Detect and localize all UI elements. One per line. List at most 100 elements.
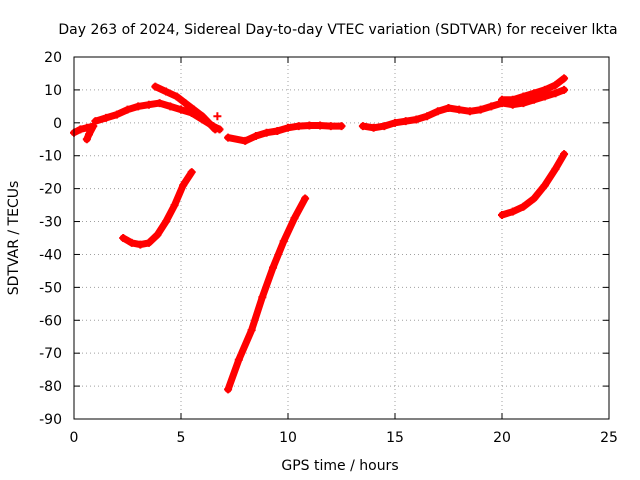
data-point bbox=[162, 87, 171, 96]
data-point bbox=[179, 181, 188, 190]
data-point bbox=[258, 293, 267, 302]
data-point bbox=[211, 125, 220, 134]
data-point bbox=[234, 355, 243, 364]
data-point bbox=[204, 118, 213, 127]
series-line bbox=[498, 150, 568, 219]
x-tick-label: 10 bbox=[279, 430, 297, 446]
data-point bbox=[279, 237, 288, 246]
data-point bbox=[530, 89, 539, 98]
data-point bbox=[166, 102, 175, 111]
data-point bbox=[198, 112, 207, 121]
data-point bbox=[465, 107, 474, 116]
x-tick-label: 25 bbox=[600, 430, 618, 446]
y-axis-label: SDTVAR / TECUs bbox=[6, 181, 22, 296]
data-point bbox=[162, 217, 171, 226]
data-point bbox=[551, 80, 560, 89]
series-arc-10 bbox=[498, 150, 569, 219]
x-tick-label: 5 bbox=[177, 430, 186, 446]
data-point bbox=[181, 99, 190, 108]
data-point bbox=[153, 230, 162, 239]
y-tick-label: 20 bbox=[44, 50, 62, 66]
series-arc-1 bbox=[70, 122, 98, 144]
series-line bbox=[224, 195, 309, 393]
data-point bbox=[301, 194, 310, 203]
data-point bbox=[177, 105, 185, 114]
data-point bbox=[102, 113, 111, 122]
y-tick-label: -10 bbox=[39, 149, 62, 165]
data-point bbox=[76, 125, 85, 134]
data-point bbox=[305, 121, 314, 130]
data-point bbox=[172, 92, 181, 101]
data-point bbox=[380, 122, 389, 131]
data-point bbox=[224, 133, 233, 142]
data-point bbox=[316, 121, 325, 130]
data-point bbox=[519, 202, 528, 211]
data-point bbox=[498, 210, 506, 219]
data-point bbox=[84, 130, 93, 139]
data-point bbox=[369, 123, 378, 132]
data-point bbox=[530, 194, 539, 203]
series-arc-3 bbox=[151, 82, 220, 134]
data-point bbox=[455, 105, 464, 114]
series-arc-4 bbox=[213, 112, 222, 121]
plot-frame bbox=[73, 56, 610, 420]
data-point bbox=[476, 105, 485, 114]
data-point bbox=[170, 201, 179, 210]
data-point bbox=[151, 82, 160, 91]
data-point bbox=[189, 105, 198, 114]
data-point bbox=[251, 131, 260, 140]
data-point bbox=[326, 122, 335, 131]
y-tick-label: 10 bbox=[44, 83, 62, 99]
y-tick-label: -60 bbox=[39, 313, 62, 329]
x-axis-label: GPS time / hours bbox=[281, 458, 398, 474]
data-point bbox=[82, 135, 91, 144]
data-point bbox=[262, 128, 271, 137]
data-point bbox=[284, 123, 292, 132]
data-point bbox=[127, 238, 136, 247]
data-point bbox=[433, 107, 442, 116]
data-point bbox=[91, 117, 100, 126]
x-tick-label: 0 bbox=[70, 430, 79, 446]
data-point bbox=[134, 102, 143, 111]
data-point bbox=[508, 95, 517, 104]
data-point bbox=[82, 123, 91, 132]
axis-ticks: 0 5 10 15 20 25 20 10 0 -10 -20 -30 -40 -50 -60 -70 -80 -… bbox=[39, 50, 618, 446]
series-arc-9 bbox=[224, 194, 310, 394]
data-point bbox=[247, 326, 256, 335]
y-tick-label: 0 bbox=[53, 116, 62, 132]
data-point bbox=[241, 136, 250, 145]
data-point bbox=[136, 240, 145, 249]
data-point bbox=[187, 168, 196, 177]
y-tick-label: -70 bbox=[39, 346, 62, 362]
series-arc-5 bbox=[224, 121, 346, 145]
data-point bbox=[560, 74, 569, 83]
data-point bbox=[123, 105, 132, 114]
data-point bbox=[224, 385, 233, 394]
series-arc-8 bbox=[119, 168, 196, 249]
data-point bbox=[519, 92, 528, 101]
data-point bbox=[401, 117, 410, 126]
data-point bbox=[444, 104, 453, 113]
data-point bbox=[294, 122, 303, 131]
data-point bbox=[273, 127, 282, 136]
data-point bbox=[540, 181, 549, 190]
data-point bbox=[498, 95, 506, 104]
data-point bbox=[551, 89, 560, 98]
data-point bbox=[213, 112, 222, 121]
data-point bbox=[560, 150, 569, 159]
chart-title: Day 263 of 2024, Sidereal Day-to-day VTE… bbox=[58, 22, 617, 38]
data-point bbox=[119, 234, 128, 242]
data-point bbox=[144, 100, 153, 109]
data-point bbox=[412, 115, 421, 124]
data-point bbox=[290, 214, 299, 223]
data-point bbox=[155, 99, 164, 108]
series-arc-7 bbox=[498, 74, 569, 104]
y-tick-label: -40 bbox=[39, 247, 62, 263]
data-point bbox=[358, 122, 367, 131]
y-tick-label: -50 bbox=[39, 280, 62, 296]
data-point bbox=[112, 110, 121, 119]
data-point bbox=[560, 85, 569, 94]
data-point bbox=[269, 263, 278, 272]
x-tick-label: 20 bbox=[493, 430, 511, 446]
series-arc-6 bbox=[358, 85, 569, 132]
